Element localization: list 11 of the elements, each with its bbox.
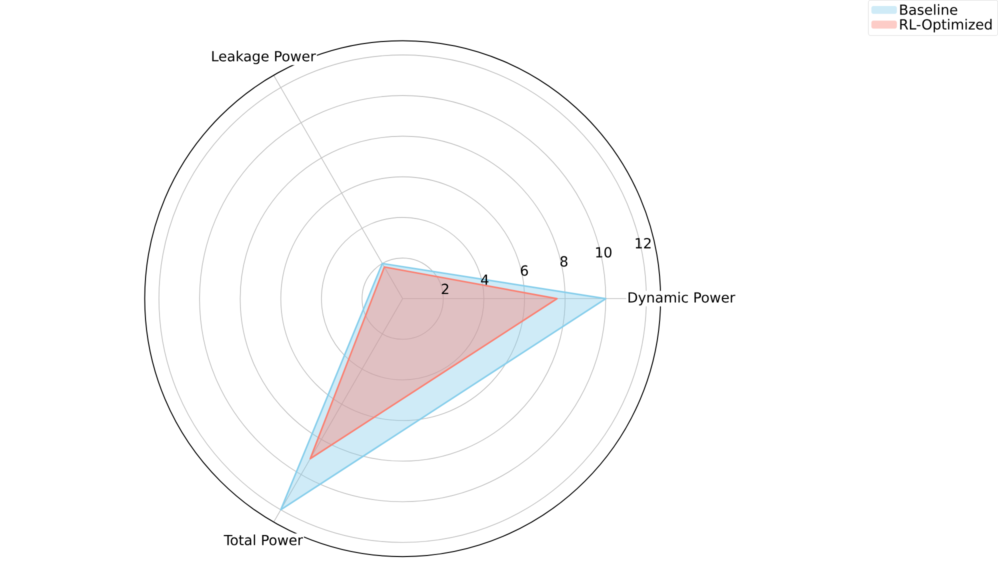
spoke-label: Leakage Power (212, 50, 316, 64)
y-tick-label: 10 (596, 246, 612, 258)
spoke-label: Dynamic Power (628, 292, 736, 306)
y-tick-label: 2 (442, 283, 448, 294)
legend-label: RL-Optimized (900, 18, 992, 32)
legend-label: Baseline (900, 4, 958, 15)
y-tick-label: 12 (636, 238, 651, 248)
y-tick-label: 6 (520, 265, 528, 276)
spoke-label: Total Power (224, 534, 303, 546)
y-tick-label: 8 (560, 256, 568, 266)
y-tick-label: 4 (481, 274, 488, 285)
